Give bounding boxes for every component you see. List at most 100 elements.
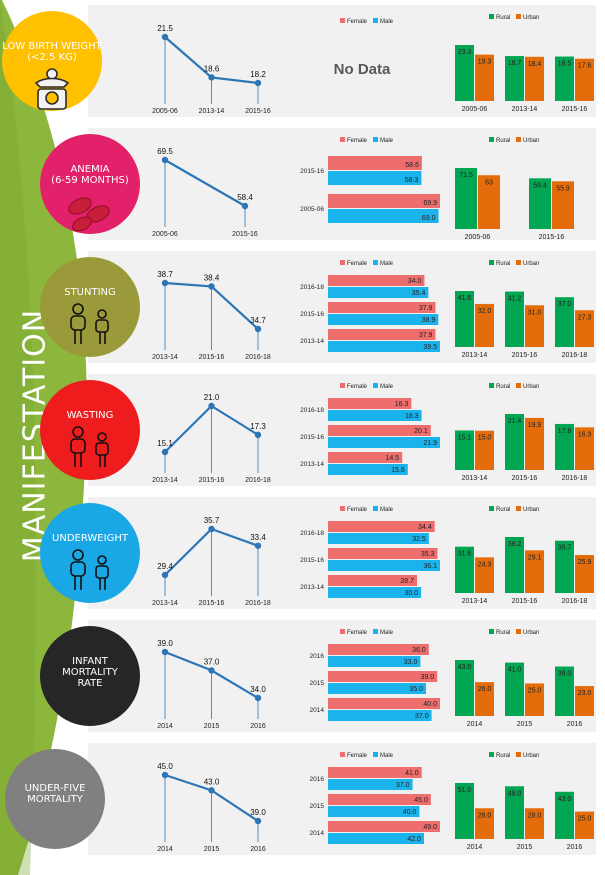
scale-dial: [45, 91, 59, 105]
indicator-charts: 69.5 2005-06 58.4 2015-16 Female Male 58.6 58.3…: [152, 137, 574, 241]
indicator-title: INFANT MORTALITY RATE: [62, 656, 118, 689]
legend-male-label: Male: [380, 19, 394, 25]
rural-bar: [455, 430, 474, 470]
indicator-title-line: RATE: [77, 678, 103, 689]
indicator-circle: INFANT MORTALITY RATE: [40, 626, 140, 726]
legend-rural-swatch: [489, 137, 494, 142]
trend-point: [254, 817, 262, 825]
blood-cell: [72, 216, 92, 232]
children-icon: [70, 426, 109, 467]
gender-category-label: 2014: [310, 830, 325, 837]
indicator-title-line: WASTING: [66, 410, 114, 421]
legend-male-label: Male: [380, 261, 394, 267]
residence-category-label: 2016: [567, 844, 583, 851]
gender-category-label: 2005-06: [300, 206, 324, 213]
urban-bar: [575, 58, 594, 101]
legend-male-label: Male: [380, 630, 394, 636]
legend-urban-label: Urban: [523, 261, 539, 267]
baby-scale-icon: [34, 68, 70, 110]
legend-female-swatch: [340, 752, 345, 757]
legend-female-swatch: [340, 383, 345, 388]
urban-value-label: 63: [485, 179, 493, 186]
legend-female-label: Female: [347, 630, 368, 636]
legend-urban-label: Urban: [523, 15, 539, 21]
male-bar: [328, 683, 426, 694]
male-value-label: 33.0: [404, 659, 418, 666]
legend-rural-swatch: [489, 629, 494, 634]
legend-female-swatch: [340, 506, 345, 511]
indicator-title: ANEMIA (6-59 MONTHS): [51, 164, 129, 186]
urban-value-label: 25.9: [578, 559, 592, 566]
urban-value-label: 27.3: [578, 314, 592, 321]
male-bar: [328, 656, 421, 667]
trend-value-label: 45.0: [157, 762, 173, 771]
gender-category-label: 2013-14: [300, 338, 324, 345]
male-value-label: 40.0: [403, 809, 417, 816]
gender-bar-chart: Female Male 34.4 32.5 2016-18 35.3 36.1 2015-16…: [300, 506, 440, 598]
urban-value-label: 28.0: [478, 812, 492, 819]
trend-value-label: 15.1: [157, 439, 173, 448]
male-value-label: 35.0: [409, 686, 423, 693]
female-value-label: 36.0: [412, 647, 426, 654]
indicator-charts: 45.0 2014 43.0 2015 39.0 2016 Female Male 41.0 37…: [157, 752, 594, 853]
trend-tick-label: 2015: [204, 846, 220, 853]
urban-bar: [475, 54, 494, 101]
male-value-label: 18.3: [405, 413, 419, 420]
rural-value-label: 41.2: [508, 296, 522, 303]
legend-female-swatch: [340, 18, 345, 23]
male-bar: [328, 171, 422, 185]
urban-bar: [575, 555, 594, 593]
female-bar: [328, 275, 425, 286]
male-value-label: 58.3: [405, 177, 419, 184]
gender-bar-chart: Female Male No Data: [334, 18, 394, 78]
male-value-label: 42.0: [407, 836, 421, 843]
urban-value-label: 24.3: [478, 561, 492, 568]
trend-line-chart: 69.5 2005-06 58.4 2015-16: [152, 147, 258, 238]
legend-rural-label: Rural: [496, 753, 510, 759]
urban-value-label: 23.0: [578, 690, 592, 697]
trend-value-label: 39.0: [250, 808, 266, 817]
trend-tick-label: 2016-18: [245, 354, 271, 361]
female-bar: [328, 767, 422, 778]
rural-value-label: 59.4: [533, 182, 547, 189]
urban-bar: [475, 808, 494, 839]
rural-value-label: 48.0: [508, 790, 522, 797]
rural-value-label: 15.1: [458, 434, 472, 441]
indicator-title-line: INFANT: [72, 656, 108, 667]
male-value-label: 15.6: [391, 467, 405, 474]
rural-bar: [505, 786, 524, 839]
residence-category-label: 2014: [467, 844, 483, 851]
rural-bar: [555, 297, 574, 347]
rural-bar: [505, 537, 524, 593]
trend-point: [241, 202, 249, 210]
gender-category-label: 2015-16: [300, 434, 324, 441]
trend-value-label: 58.4: [237, 193, 253, 202]
male-value-label: 39.5: [423, 344, 437, 351]
child-head: [72, 303, 84, 315]
legend-urban-swatch: [516, 260, 521, 265]
trend-tick-label: 2015-16: [245, 108, 271, 115]
trend-value-label: 69.5: [157, 147, 173, 156]
male-value-label: 30.0: [404, 590, 418, 597]
child-body: [70, 315, 86, 331]
rural-value-label: 23.3: [458, 49, 472, 56]
trend-point: [254, 542, 262, 549]
trend-series-line: [164, 159, 246, 207]
male-value-label: 37.0: [396, 782, 410, 789]
indicator-charts: 21.5 2005-06 18.6 2013-14 18.2 2015-16 Female M…: [152, 14, 594, 115]
indicator-circle: ANEMIA (6-59 MONTHS): [40, 134, 140, 234]
residence-bar-chart: Rural Urban 43.0 26.0 2014 41.0 25.0 2015 38.0 23…: [455, 629, 594, 728]
urban-bar: [575, 310, 594, 347]
trend-tick-label: 2005-06: [152, 231, 178, 238]
female-bar: [328, 521, 435, 532]
rural-value-label: 43.0: [558, 796, 572, 803]
indicator-circle: UNDERWEIGHT: [40, 503, 140, 603]
urban-bar: [478, 175, 500, 229]
legend-rural-label: Rural: [496, 384, 510, 390]
gender-category-label: 2013-14: [300, 461, 324, 468]
urban-value-label: 19.9: [528, 422, 542, 429]
trend-value-label: 35.7: [204, 516, 220, 525]
child-head: [97, 555, 107, 565]
urban-bar: [525, 808, 544, 839]
indicator-circle: WASTING: [40, 380, 140, 480]
